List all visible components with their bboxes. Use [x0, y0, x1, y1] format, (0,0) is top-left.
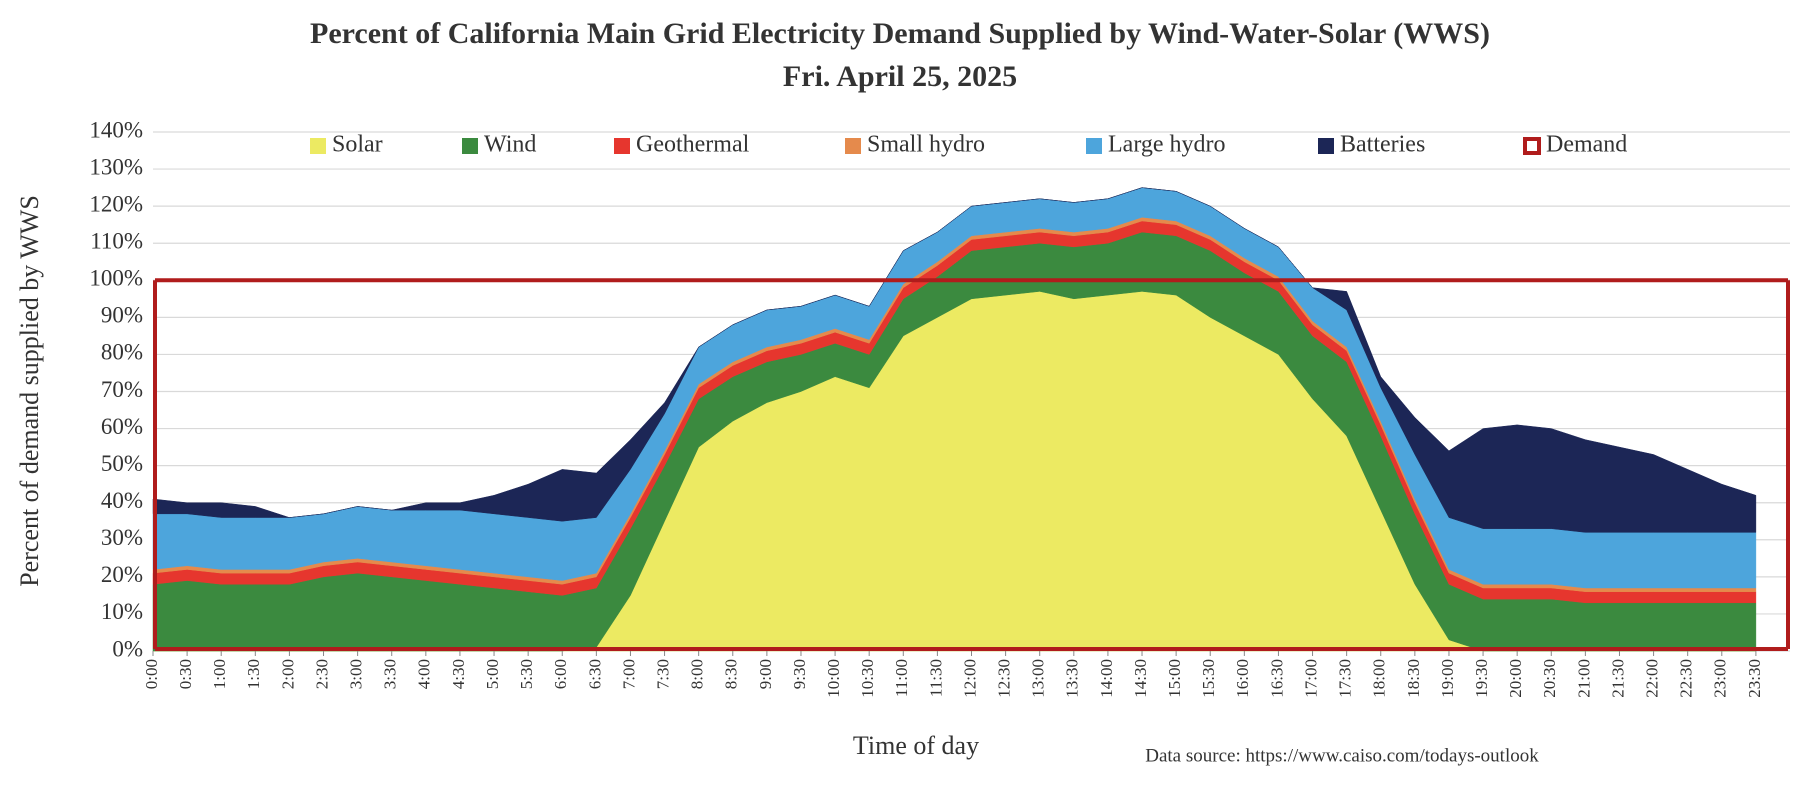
y-tick-label: 10% — [101, 599, 143, 624]
legend-swatch — [1086, 138, 1102, 154]
x-tick-label: 11:00 — [892, 659, 911, 697]
legend-swatch — [1318, 138, 1334, 154]
legend-label: Solar — [332, 132, 383, 158]
x-tick-label: 21:30 — [1608, 659, 1627, 698]
x-tick-label: 15:30 — [1199, 659, 1218, 698]
y-tick-label: 110% — [90, 228, 143, 253]
x-tick-label: 5:30 — [517, 659, 536, 689]
x-tick-label: 18:00 — [1370, 659, 1389, 698]
x-tick-label: 1:30 — [244, 659, 263, 689]
x-tick-label: 10:00 — [824, 659, 843, 698]
x-tick-label: 6:30 — [585, 659, 604, 689]
x-axis-label: Time of day — [853, 731, 979, 760]
y-tick-label: 0% — [112, 636, 143, 661]
y-tick-label: 120% — [89, 191, 143, 216]
x-tick-label: 7:30 — [653, 659, 672, 689]
y-axis-label: Percent of demand supplied by WWS — [15, 195, 44, 587]
x-tick-label: 8:30 — [722, 659, 741, 689]
legend-swatch — [614, 138, 630, 154]
y-tick-label: 30% — [101, 525, 143, 550]
x-tick-label: 20:00 — [1506, 659, 1525, 698]
y-tick-label: 20% — [101, 562, 143, 587]
area-batteries — [152, 187, 1757, 533]
x-tick-label: 4:30 — [449, 659, 468, 689]
x-tick-label: 22:30 — [1677, 659, 1696, 698]
x-tick-label: 19:00 — [1438, 659, 1457, 698]
legend-label: Batteries — [1340, 132, 1425, 158]
x-tick-label: 8:00 — [688, 659, 707, 689]
legend-label: Large hydro — [1108, 132, 1226, 158]
y-tick-label: 80% — [101, 340, 143, 365]
x-tick-label: 0:00 — [142, 659, 161, 689]
x-tick-label: 21:00 — [1574, 659, 1593, 698]
x-tick-label: 6:00 — [551, 659, 570, 689]
legend-label: Wind — [484, 132, 536, 158]
x-tick-label: 1:00 — [210, 659, 229, 689]
y-tick-label: 90% — [101, 303, 143, 328]
x-tick-label: 19:30 — [1472, 659, 1491, 698]
x-tick-label: 0:30 — [176, 659, 195, 689]
y-tick-label: 100% — [89, 266, 143, 291]
x-tick-label: 20:30 — [1540, 659, 1559, 698]
x-tick-label: 9:00 — [756, 659, 775, 689]
source-note: Data source: https://www.caiso.com/today… — [1145, 745, 1539, 766]
legend-swatch — [1523, 137, 1541, 155]
x-tick-label: 4:00 — [415, 659, 434, 689]
x-tick-label: 12:00 — [960, 659, 979, 698]
x-tick-label: 16:00 — [1233, 659, 1252, 698]
x-tick-label: 13:30 — [1063, 659, 1082, 698]
x-tick-label: 23:30 — [1745, 659, 1764, 698]
legend-swatch — [310, 138, 326, 154]
x-tick-label: 18:30 — [1404, 659, 1423, 698]
y-tick-label: 40% — [101, 488, 143, 513]
legend-label: Small hydro — [867, 132, 985, 158]
y-tick-label: 50% — [101, 451, 143, 476]
x-tick-label: 3:00 — [347, 659, 366, 689]
chart-title: Percent of California Main Grid Electric… — [310, 17, 1490, 50]
x-tick-label: 12:30 — [995, 659, 1014, 698]
x-tick-label: 16:30 — [1267, 659, 1286, 698]
x-tick-label: 2:00 — [278, 659, 297, 689]
y-tick-label: 140% — [89, 117, 143, 142]
x-tick-label: 15:00 — [1165, 659, 1184, 698]
x-tick-label: 9:30 — [790, 659, 809, 689]
x-tick-label: 13:00 — [1029, 659, 1048, 698]
y-tick-label: 60% — [101, 414, 143, 439]
legend-label: Demand — [1546, 132, 1627, 158]
x-tick-label: 5:00 — [483, 659, 502, 689]
x-tick-label: 23:00 — [1711, 659, 1730, 698]
y-tick-label: 70% — [101, 377, 143, 402]
x-tick-label: 14:30 — [1131, 659, 1150, 698]
x-tick-label: 2:30 — [312, 659, 331, 689]
chart-subtitle: Fri. April 25, 2025 — [783, 60, 1017, 93]
x-tick-label: 10:30 — [858, 659, 877, 698]
x-tick-label: 22:00 — [1642, 659, 1661, 698]
x-tick-label: 3:30 — [381, 659, 400, 689]
x-tick-label: 7:00 — [619, 659, 638, 689]
legend-swatch — [845, 138, 861, 154]
x-tick-label: 17:00 — [1301, 659, 1320, 698]
x-tick-label: 17:30 — [1336, 659, 1355, 698]
legend-swatch — [462, 138, 478, 154]
legend-label: Geothermal — [636, 132, 750, 158]
y-tick-label: 130% — [89, 154, 143, 179]
x-tick-label: 11:30 — [926, 659, 945, 697]
x-tick-label: 14:00 — [1097, 659, 1116, 698]
